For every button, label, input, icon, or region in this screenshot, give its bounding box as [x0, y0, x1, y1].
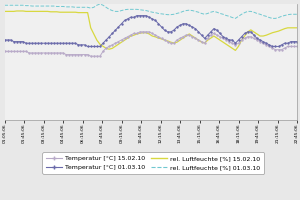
Legend: Temperatur [°C] 15.02.10, Temperatur [°C] 01.03.10, rel. Luftfeuchte [%] 15.02.1: Temperatur [°C] 15.02.10, Temperatur [°C… [42, 152, 264, 174]
